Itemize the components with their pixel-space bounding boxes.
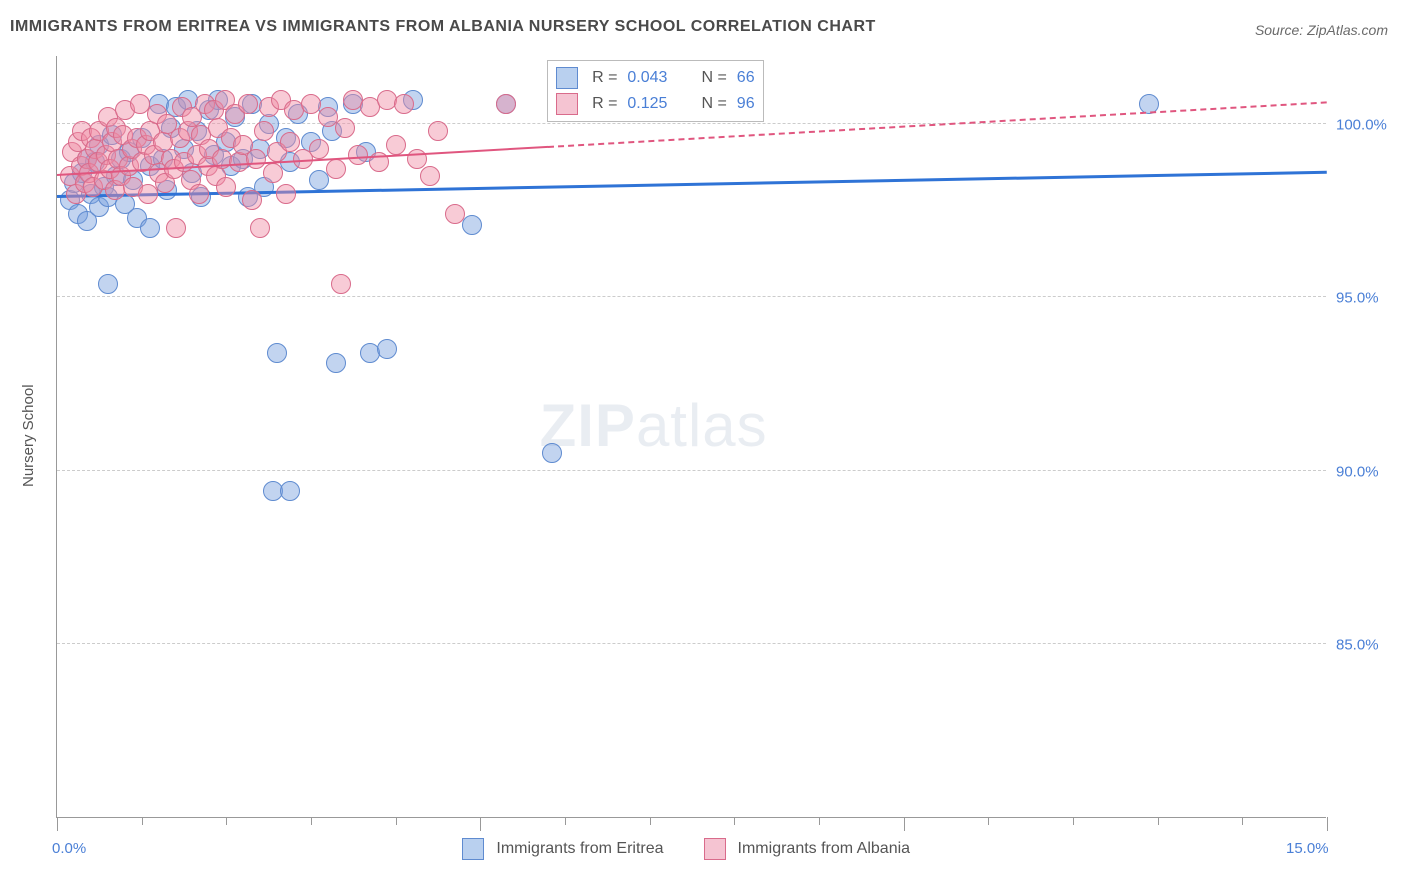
x-axis-label-right: 15.0% (1286, 840, 1329, 857)
scatter-point (280, 132, 300, 152)
scatter-point (189, 184, 209, 204)
legend-swatch (462, 838, 484, 860)
plot-area: ZIPatlas (56, 56, 1326, 818)
x-tick (57, 817, 58, 831)
legend-n-value: 96 (737, 95, 755, 113)
x-axis-label-left: 0.0% (52, 840, 86, 857)
y-tick-label: 95.0% (1336, 290, 1379, 307)
source-label: Source: ZipAtlas.com (1255, 22, 1388, 38)
x-tick (988, 817, 989, 825)
x-tick (226, 817, 227, 825)
scatter-point (542, 443, 562, 463)
legend-swatch (704, 838, 726, 860)
x-tick (480, 817, 481, 831)
x-tick (142, 817, 143, 825)
legend-swatch (556, 93, 578, 115)
scatter-point (445, 204, 465, 224)
scatter-point (216, 177, 236, 197)
legend-bottom: Immigrants from Eritrea Immigrants from A… (462, 838, 910, 860)
scatter-point (335, 118, 355, 138)
y-tick-label: 85.0% (1336, 636, 1379, 653)
scatter-point (246, 149, 266, 169)
y-axis-label: Nursery School (20, 384, 37, 487)
gridline (57, 470, 1326, 471)
x-tick (396, 817, 397, 825)
chart-container: IMMIGRANTS FROM ERITREA VS IMMIGRANTS FR… (0, 0, 1406, 892)
x-tick (650, 817, 651, 825)
y-tick-label: 90.0% (1336, 463, 1379, 480)
scatter-point (407, 149, 427, 169)
legend-stats-box: R =0.043N =66R =0.125N =96 (547, 60, 764, 122)
scatter-point (331, 274, 351, 294)
legend-stats-row: R =0.043N =66 (556, 65, 755, 91)
scatter-point (386, 135, 406, 155)
legend-item-label: Immigrants from Albania (738, 840, 911, 858)
x-tick (1158, 817, 1159, 825)
scatter-point (276, 184, 296, 204)
y-tick-label: 100.0% (1336, 117, 1387, 134)
x-tick (734, 817, 735, 825)
x-tick (1327, 817, 1328, 831)
scatter-point (280, 481, 300, 501)
legend-stats-row: R =0.125N =96 (556, 91, 755, 117)
x-tick (819, 817, 820, 825)
x-tick (904, 817, 905, 831)
scatter-point (394, 94, 414, 114)
legend-n-value: 66 (737, 69, 755, 87)
gridline (57, 123, 1326, 124)
scatter-point (420, 166, 440, 186)
scatter-point (326, 353, 346, 373)
scatter-point (98, 274, 118, 294)
scatter-point (462, 215, 482, 235)
scatter-point (263, 163, 283, 183)
x-tick (1242, 817, 1243, 825)
watermark: ZIPatlas (540, 391, 768, 460)
scatter-point (301, 94, 321, 114)
scatter-point (326, 159, 346, 179)
scatter-point (267, 343, 287, 363)
chart-title: IMMIGRANTS FROM ERITREA VS IMMIGRANTS FR… (10, 18, 876, 36)
legend-item: Immigrants from Albania (704, 838, 911, 860)
x-tick (311, 817, 312, 825)
gridline (57, 643, 1326, 644)
legend-swatch (556, 67, 578, 89)
scatter-point (254, 121, 274, 141)
legend-item-label: Immigrants from Eritrea (496, 840, 663, 858)
scatter-point (428, 121, 448, 141)
scatter-point (250, 218, 270, 238)
legend-item: Immigrants from Eritrea (462, 838, 663, 860)
scatter-point (166, 218, 186, 238)
scatter-point (238, 94, 258, 114)
scatter-point (242, 190, 262, 210)
legend-r-value: 0.125 (627, 95, 667, 113)
watermark-atlas: atlas (636, 392, 768, 459)
scatter-point (140, 218, 160, 238)
x-tick (565, 817, 566, 825)
scatter-point (496, 94, 516, 114)
gridline (57, 296, 1326, 297)
scatter-point (377, 339, 397, 359)
legend-r-value: 0.043 (627, 69, 667, 87)
scatter-point (309, 139, 329, 159)
x-tick (1073, 817, 1074, 825)
